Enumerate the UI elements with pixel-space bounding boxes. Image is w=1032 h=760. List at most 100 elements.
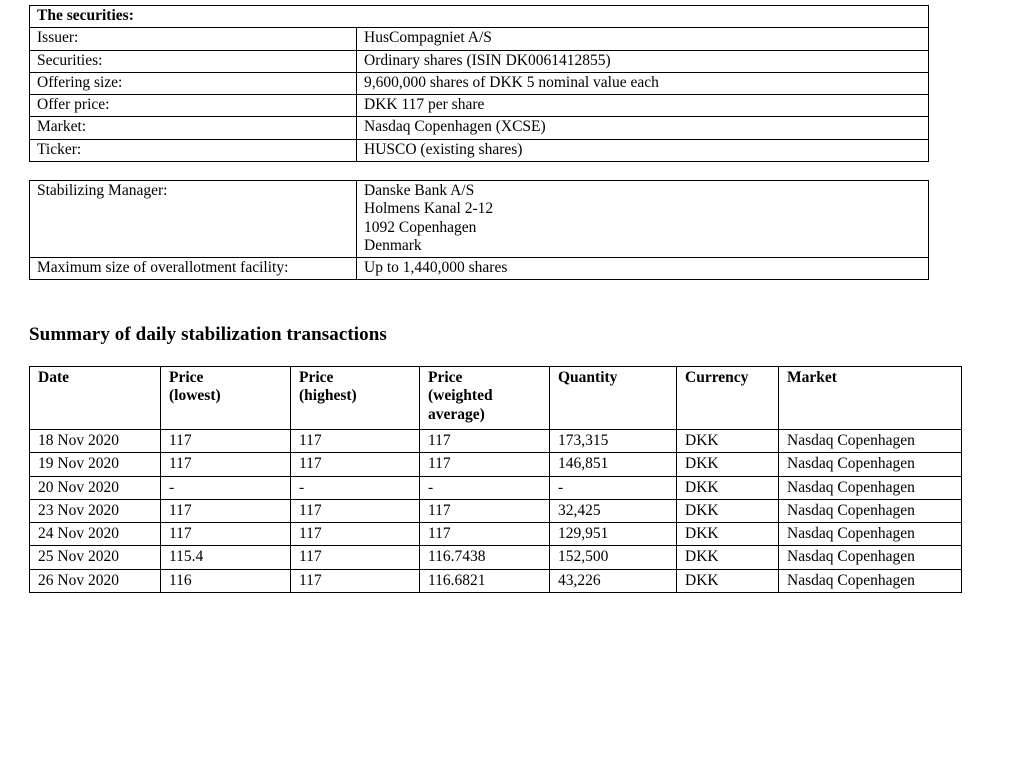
securities-title-cell: The securities: (28, 4, 930, 29)
securities-label-issuer: Issuer: (29, 27, 357, 51)
cell-price-highest: 117 (290, 522, 420, 547)
table-gap-spacer (29, 162, 928, 180)
securities-value-issuer: HusCompagniet A/S (355, 27, 930, 51)
header-line: Price (169, 369, 204, 386)
address-line: Holmens Kanal 2-12 (364, 200, 494, 218)
header-line: Price (428, 369, 463, 386)
securities-title-row: The securities: (28, 4, 930, 29)
transactions-table-container: Date Price (lowest) Price (highest) Pric… (29, 366, 962, 593)
cell-price-highest: 117 (290, 428, 420, 454)
column-header-price-highest: Price (highest) (290, 366, 420, 430)
cell-date: 26 Nov 2020 (29, 568, 161, 593)
table-row: Offer price: DKK 117 per share (29, 94, 930, 118)
securities-value-securities: Ordinary shares (ISIN DK0061412855) (355, 49, 930, 73)
securities-label-offer-price: Offer price: (29, 94, 357, 118)
cell-date: 24 Nov 2020 (29, 522, 161, 547)
column-header-quantity: Quantity (549, 366, 677, 430)
cell-price-weighted-average: 116.6821 (419, 568, 550, 593)
securities-table-body: The securities: Issuer: HusCompagniet A/… (28, 4, 930, 162)
securities-value-market: Nasdaq Copenhagen (XCSE) (355, 116, 930, 140)
cell-market: Nasdaq Copenhagen (778, 475, 962, 500)
cell-currency: DKK (676, 452, 779, 477)
address-line: 1092 Copenhagen (364, 218, 477, 236)
cell-price-lowest: 117 (160, 498, 291, 524)
table-row: Market: Nasdaq Copenhagen (XCSE) (29, 116, 930, 140)
transactions-table: Date Price (lowest) Price (highest) Pric… (29, 366, 962, 593)
overallotment-label: Maximum size of overallotment facility: (29, 257, 357, 281)
header-line: (weighted (428, 387, 493, 405)
stabilizing-manager-label: Stabilizing Manager: (29, 179, 357, 259)
header-line: (lowest) (169, 387, 221, 405)
transactions-table-head: Date Price (lowest) Price (highest) Pric… (29, 366, 962, 430)
cell-date: 25 Nov 2020 (29, 545, 161, 570)
column-header-price-weighted-average: Price (weighted average) (419, 366, 550, 430)
cell-quantity: 173,315 (549, 428, 677, 454)
securities-value-offer-price: DKK 117 per share (355, 94, 930, 118)
cell-price-weighted-average: 117 (419, 498, 550, 524)
table-row: 23 Nov 2020 117 117 117 32,425 DKK Nasda… (29, 498, 962, 524)
cell-price-highest: 117 (290, 568, 420, 593)
table-row: 18 Nov 2020 117 117 117 173,315 DKK Nasd… (29, 428, 962, 454)
manager-table-body: Stabilizing Manager: Danske Bank A/S Hol… (29, 179, 929, 281)
cell-market: Nasdaq Copenhagen (778, 428, 962, 454)
cell-quantity: 152,500 (549, 545, 677, 570)
cell-market: Nasdaq Copenhagen (778, 498, 962, 524)
table-row: 26 Nov 2020 116 117 116.6821 43,226 DKK … (29, 568, 962, 593)
overallotment-row: Maximum size of overallotment facility: … (29, 257, 929, 281)
manager-table: Stabilizing Manager: Danske Bank A/S Hol… (29, 179, 929, 281)
securities-label-market: Market: (29, 116, 357, 140)
cell-price-lowest: 117 (160, 522, 291, 547)
cell-market: Nasdaq Copenhagen (778, 545, 962, 570)
header-line: Market (787, 369, 837, 386)
securities-label-offering-size: Offering size: (29, 71, 357, 96)
cell-quantity: 129,951 (549, 522, 677, 547)
cell-price-weighted-average: - (419, 475, 550, 500)
transactions-table-body: 18 Nov 2020 117 117 117 173,315 DKK Nasd… (29, 428, 962, 593)
transactions-header-row: Date Price (lowest) Price (highest) Pric… (29, 366, 962, 430)
column-header-currency: Currency (676, 366, 779, 430)
table-row: 25 Nov 2020 115.4 117 116.7438 152,500 D… (29, 545, 962, 570)
cell-quantity: 32,425 (549, 498, 677, 524)
cell-quantity: 146,851 (549, 452, 677, 477)
cell-currency: DKK (676, 522, 779, 547)
header-line: average) (428, 405, 485, 423)
cell-price-highest: 117 (290, 498, 420, 524)
cell-price-weighted-average: 117 (419, 428, 550, 454)
header-line: (highest) (299, 387, 357, 405)
cell-price-lowest: 115.4 (160, 545, 291, 570)
table-row: 24 Nov 2020 117 117 117 129,951 DKK Nasd… (29, 522, 962, 547)
cell-date: 18 Nov 2020 (29, 428, 161, 454)
stabilizing-manager-row: Stabilizing Manager: Danske Bank A/S Hol… (29, 179, 929, 259)
cell-quantity: - (549, 475, 677, 500)
header-line: Currency (685, 369, 749, 386)
securities-table-container: The securities: Issuer: HusCompagniet A/… (28, 4, 930, 281)
table-row: Ticker: HUSCO (existing shares) (29, 138, 930, 162)
cell-currency: DKK (676, 428, 779, 454)
column-header-date: Date (29, 366, 161, 430)
cell-date: 23 Nov 2020 (29, 498, 161, 524)
cell-date: 19 Nov 2020 (29, 452, 161, 477)
cell-price-highest: 117 (290, 452, 420, 477)
securities-label-securities: Securities: (29, 49, 357, 73)
cell-price-weighted-average: 117 (419, 522, 550, 547)
securities-value-offering-size: 9,600,000 shares of DKK 5 nominal value … (355, 71, 930, 96)
header-line: Date (38, 369, 69, 386)
cell-price-lowest: 117 (160, 428, 291, 454)
table-row: 19 Nov 2020 117 117 117 146,851 DKK Nasd… (29, 452, 962, 477)
cell-currency: DKK (676, 545, 779, 570)
section-heading: Summary of daily stabilization transacti… (29, 324, 387, 345)
securities-value-ticker: HUSCO (existing shares) (355, 138, 930, 162)
cell-currency: DKK (676, 568, 779, 593)
address-line: Denmark (364, 236, 422, 254)
cell-market: Nasdaq Copenhagen (778, 452, 962, 477)
cell-price-lowest: 116 (160, 568, 291, 593)
cell-price-highest: - (290, 475, 420, 500)
cell-currency: DKK (676, 498, 779, 524)
cell-price-lowest: 117 (160, 452, 291, 477)
cell-currency: DKK (676, 475, 779, 500)
overallotment-value: Up to 1,440,000 shares (356, 257, 929, 281)
securities-label-ticker: Ticker: (29, 138, 357, 162)
stabilizing-manager-address: Danske Bank A/S Holmens Kanal 2-12 1092 … (356, 179, 929, 259)
cell-price-weighted-average: 117 (419, 452, 550, 477)
cell-price-highest: 117 (290, 545, 420, 570)
